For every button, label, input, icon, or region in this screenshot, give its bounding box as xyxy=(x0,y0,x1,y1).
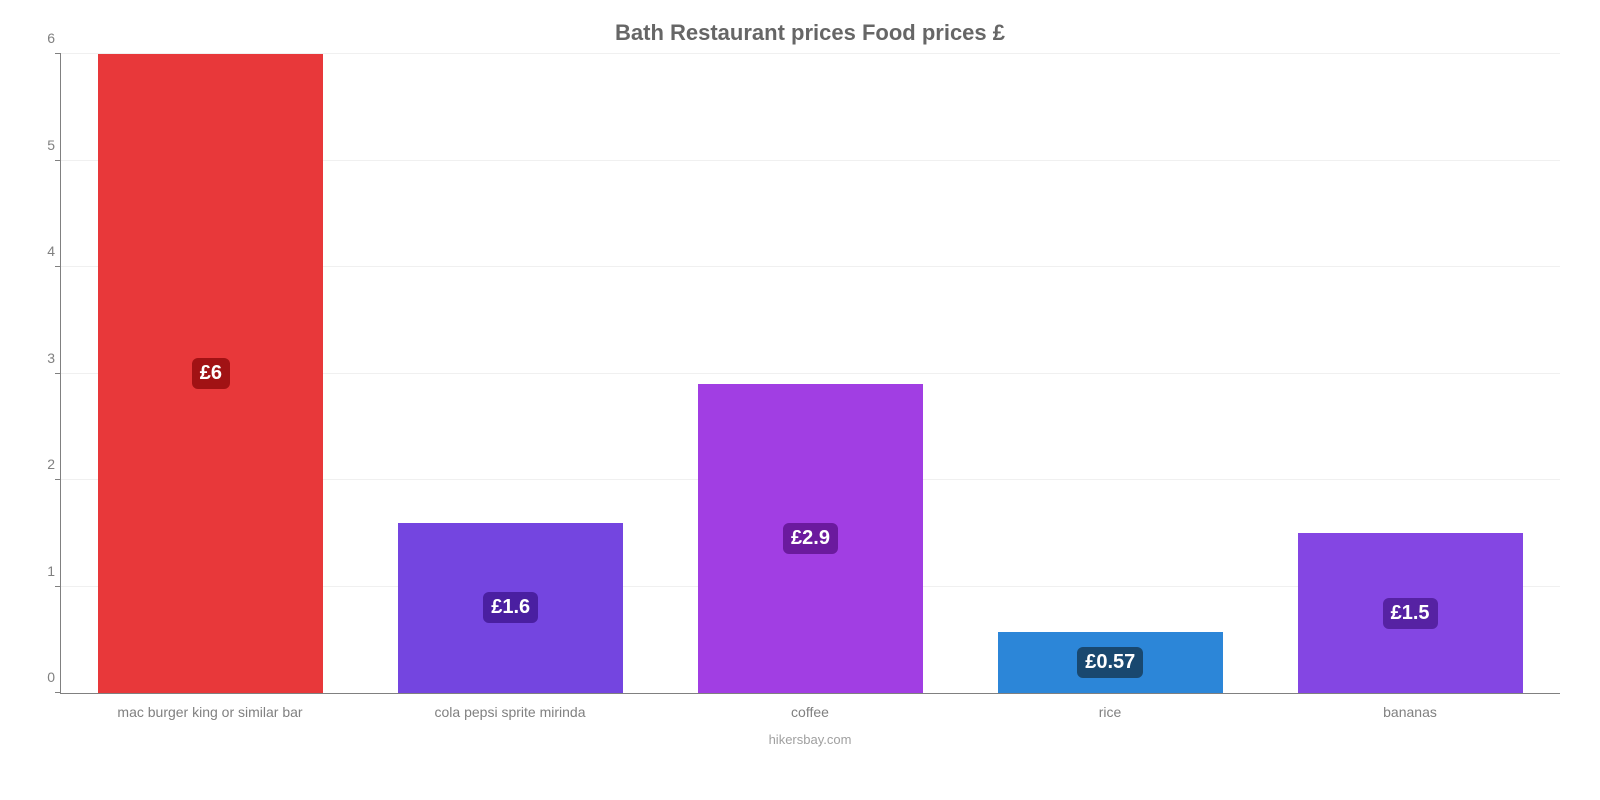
bar-value-label: £1.5 xyxy=(1383,598,1438,629)
y-tick-label: 0 xyxy=(31,669,55,685)
y-tick-label: 3 xyxy=(31,350,55,366)
y-tick-mark xyxy=(55,53,61,54)
bar-slot: £0.57 xyxy=(960,54,1260,693)
chart-footer: hikersbay.com xyxy=(60,732,1560,747)
bar-value-label: £6 xyxy=(192,358,230,389)
x-axis-label: bananas xyxy=(1260,704,1560,720)
bar: £1.5 xyxy=(1298,533,1523,693)
y-tick-mark xyxy=(55,692,61,693)
bar: £1.6 xyxy=(398,523,623,693)
x-axis-label: mac burger king or similar bar xyxy=(60,704,360,720)
y-tick-mark xyxy=(55,586,61,587)
bars-row: £6 £1.6 £2.9 £0.57 £1.5 xyxy=(61,54,1560,693)
bar: £0.57 xyxy=(998,632,1223,693)
x-axis-labels: mac burger king or similar barcola pepsi… xyxy=(60,704,1560,720)
x-axis-label: rice xyxy=(960,704,1260,720)
y-tick-mark xyxy=(55,479,61,480)
y-tick-mark xyxy=(55,373,61,374)
y-tick-label: 4 xyxy=(31,243,55,259)
y-tick-label: 5 xyxy=(31,137,55,153)
chart-container: Bath Restaurant prices Food prices £ £6£… xyxy=(0,0,1600,800)
x-axis-label: coffee xyxy=(660,704,960,720)
x-axis-label: cola pepsi sprite mirinda xyxy=(360,704,660,720)
y-tick-mark xyxy=(55,160,61,161)
chart-title: Bath Restaurant prices Food prices £ xyxy=(60,20,1560,46)
bar: £6 xyxy=(98,54,323,693)
bar-slot: £2.9 xyxy=(661,54,961,693)
y-tick-label: 6 xyxy=(31,30,55,46)
bar-slot: £1.6 xyxy=(361,54,661,693)
bar-value-label: £1.6 xyxy=(483,592,538,623)
bar-value-label: £2.9 xyxy=(783,523,838,554)
y-tick-label: 1 xyxy=(31,563,55,579)
bar-slot: £6 xyxy=(61,54,361,693)
bar-slot: £1.5 xyxy=(1260,54,1560,693)
bar: £2.9 xyxy=(698,384,923,693)
y-tick-label: 2 xyxy=(31,456,55,472)
y-tick-mark xyxy=(55,266,61,267)
plot-area: £6£1.6£2.9£0.57£1.5 0123456 xyxy=(60,54,1560,694)
bar-value-label: £0.57 xyxy=(1077,647,1143,678)
